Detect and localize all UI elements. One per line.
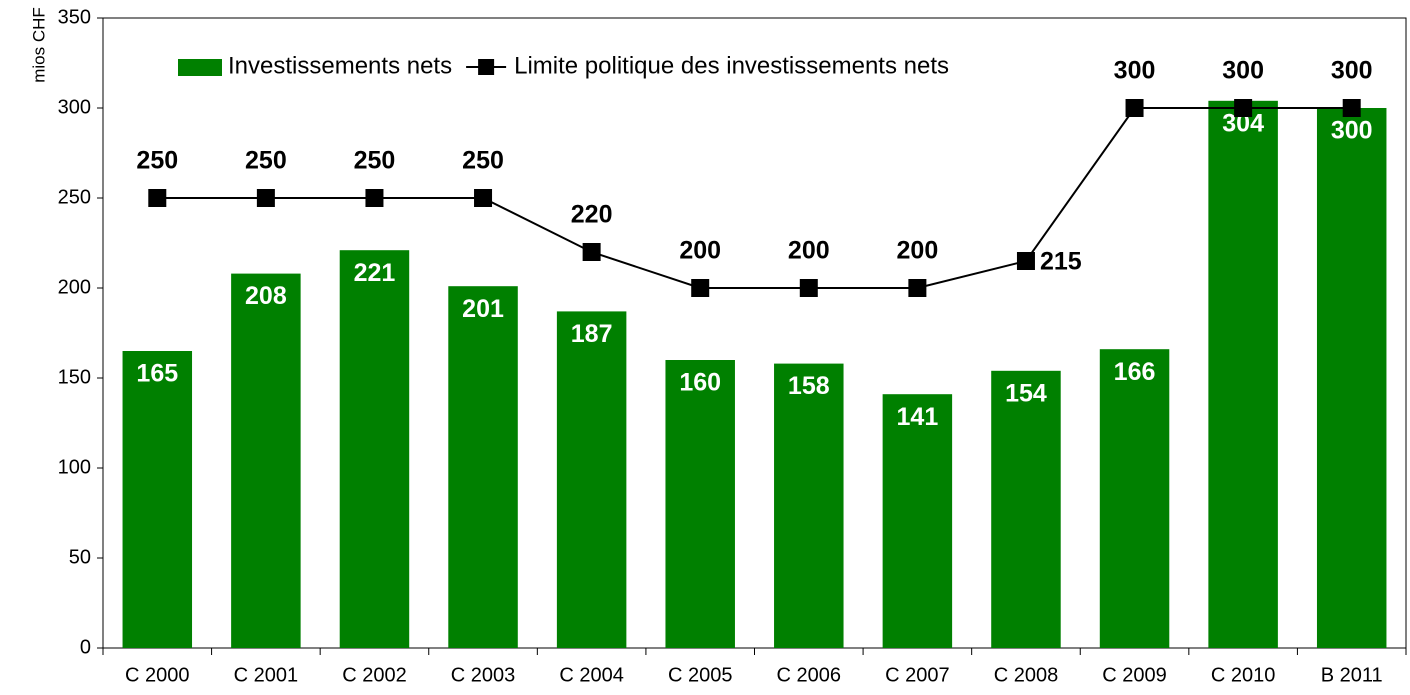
line-value-label: 250 [245,147,287,175]
x-tick-label: C 2007 [885,664,950,686]
legend-label: Limite politique des investissements net… [514,52,949,79]
x-tick-label: C 2004 [559,664,624,686]
y-tick-label: 150 [58,366,91,388]
line-value-label: 300 [1331,57,1373,85]
line-marker [691,279,710,297]
y-tick-label: 200 [58,276,91,298]
line-marker [1125,99,1144,117]
line-value-label: 200 [679,237,721,265]
line-marker [582,243,601,261]
line [157,107,1352,289]
line-marker [256,189,275,207]
x-tick-label: C 2000 [125,664,190,686]
bar-value-label: 158 [788,372,830,400]
line-marker [908,279,927,297]
line-value-label: 215 [1040,248,1082,276]
line-marker [1016,252,1035,270]
y-tick-label: 50 [69,546,91,568]
x-tick-label: C 2001 [234,664,299,686]
legend-swatch [178,59,222,76]
line-marker [799,279,818,297]
x-tick-label: C 2005 [668,664,733,686]
line-value-label: 250 [462,147,504,175]
bar [1099,349,1170,648]
bar [448,286,518,648]
bar [122,351,193,648]
line-value-label: 220 [571,201,613,229]
line-value-label: 200 [788,237,830,265]
bar [231,273,301,648]
bar-value-label: 201 [462,295,504,323]
x-tick-label: B 2011 [1321,664,1383,686]
bar-value-label: 154 [1005,379,1047,407]
y-tick-label: 300 [58,96,91,118]
bar [991,370,1061,648]
x-tick-label: C 2006 [777,664,842,686]
line-value-label: 250 [354,147,396,175]
bar [1316,108,1387,648]
bar-value-label: 187 [571,320,613,348]
line-value-label: 300 [1222,57,1264,85]
bar-value-label: 208 [245,282,287,310]
bar-value-label: 221 [354,259,396,287]
bar-value-label: 166 [1114,358,1156,386]
x-tick-label: C 2010 [1211,664,1276,686]
x-tick-label: C 2009 [1102,664,1167,686]
bar-value-label: 300 [1331,117,1373,145]
bar-value-label: 160 [679,369,721,397]
x-tick-label: C 2003 [451,664,516,686]
line-marker [1234,99,1253,117]
bar [339,250,410,648]
line-marker [148,189,167,207]
y-tick-label: 100 [58,456,91,478]
y-axis-label: mios CHF [29,7,48,83]
line-value-label: 200 [897,237,939,265]
x-tick-label: C 2002 [342,664,407,686]
y-tick-label: 250 [58,186,91,208]
legend-swatch [478,59,495,75]
line-marker [365,189,384,207]
y-tick-label: 350 [58,6,91,28]
line-marker [1342,99,1361,117]
bar-value-label: 141 [897,403,939,431]
bar-value-label: 165 [136,360,178,388]
x-tick-label: C 2008 [994,664,1059,686]
line-value-label: 300 [1114,57,1156,85]
legend-label: Investissements nets [228,52,452,79]
bar [774,363,844,648]
line-marker [474,189,493,207]
bar [1208,100,1278,649]
y-tick-label: 0 [80,636,91,658]
bar [665,360,735,648]
line-value-label: 250 [136,147,178,175]
bar [556,311,627,648]
bar [882,394,953,648]
